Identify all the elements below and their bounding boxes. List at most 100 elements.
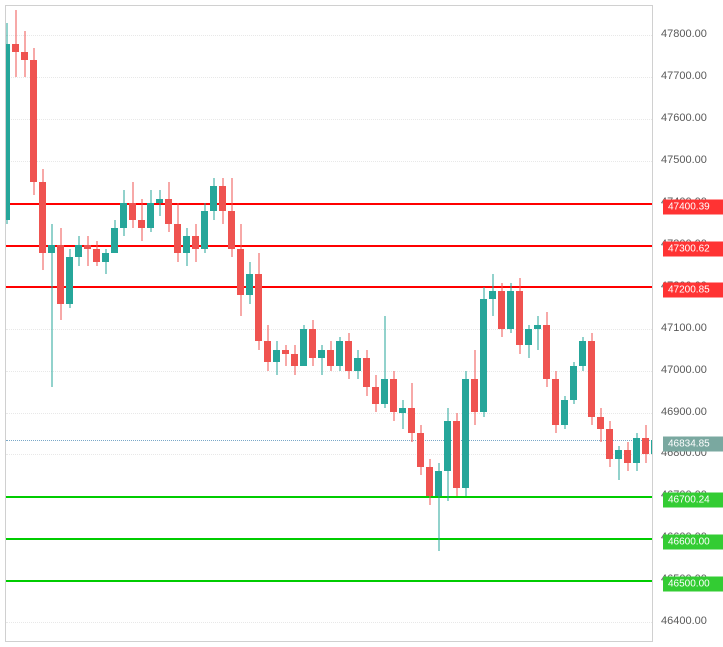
candle-body [219,186,226,211]
y-tick-label: 47600.00 [661,112,707,124]
candle-body [156,199,163,203]
candle-body [39,182,46,253]
horizontal-line [6,538,652,540]
candle-body [138,220,145,228]
candle-body [246,274,253,295]
horizontal-line-label: 46600.00 [663,535,723,550]
candle-body [462,379,469,488]
candle-body [300,329,307,367]
candle-body [309,329,316,358]
candle-body [327,350,334,367]
candle-body [624,450,631,463]
candle-body [570,366,577,400]
candle-body [183,236,190,253]
candle-body [507,291,514,329]
chart-container: 46400.0046500.0046600.0046700.0046800.00… [0,0,723,647]
candle-body [534,325,541,329]
candle-body [120,203,127,228]
candle-body [192,236,199,249]
candle-body [426,467,433,496]
horizontal-line-label: 47300.62 [663,241,723,256]
candle-body [471,379,478,413]
candle-body [363,358,370,387]
gridline [6,35,652,36]
gridline [6,622,652,623]
candle-body [12,44,19,52]
candle-body [642,438,649,455]
gridline [6,119,652,120]
y-axis: 46400.0046500.0046600.0046700.0046800.00… [653,5,723,642]
candle-body [228,211,235,249]
candle-body [237,249,244,295]
candle-body [606,429,613,458]
current-price-line [6,440,652,441]
horizontal-line-label: 47200.85 [663,283,723,298]
y-tick-label: 47000.00 [661,364,707,376]
candle-body [201,211,208,249]
candle-body [291,354,298,367]
y-tick-label: 47100.00 [661,322,707,334]
candle-body [399,408,406,412]
candle-body [615,450,622,458]
candle-body [282,350,289,354]
current-price-label: 46834.85 [663,436,723,451]
candle-body [435,471,442,496]
candle-body [165,199,172,224]
candle-body [588,341,595,416]
candle-body [336,341,343,366]
horizontal-line [6,245,652,247]
candle-body [111,228,118,253]
horizontal-line [6,580,652,582]
gridline [6,77,652,78]
candle-body [318,350,325,358]
gridline [6,329,652,330]
candle-body [444,421,451,471]
candle-body [5,44,10,220]
candle-body [75,245,82,258]
candle-body [552,379,559,425]
candle-body [516,291,523,345]
y-tick-label: 47700.00 [661,70,707,82]
candle-body [408,408,415,433]
candle-body [633,438,640,463]
candle-body [480,299,487,412]
gridline [6,161,652,162]
y-tick-label: 47800.00 [661,28,707,40]
candle-body [543,325,550,379]
horizontal-line [6,203,652,205]
gridline [6,454,652,455]
horizontal-line-label: 46500.00 [663,577,723,592]
chart-plot-area[interactable] [5,5,653,642]
candle-body [453,421,460,488]
candle-wick [402,400,403,429]
candle-body [579,341,586,366]
candle-body [210,186,217,211]
candle-body [102,253,109,261]
candle-body [174,224,181,253]
candle-body [597,417,604,430]
candle-body [255,274,262,341]
candle-body [93,249,100,262]
candle-body [498,291,505,329]
candle-body [372,387,379,404]
horizontal-line [6,286,652,288]
candle-body [489,291,496,299]
horizontal-line [6,496,652,498]
candle-body [525,329,532,346]
candle-body [48,245,55,253]
candle-body [354,358,361,371]
candle-body [30,60,37,182]
candle-wick [537,316,538,350]
candle-body [129,203,136,220]
candle-wick [285,345,286,366]
candle-body [417,433,424,467]
candle-body [561,400,568,425]
candle-body [66,257,73,303]
y-tick-label: 46400.00 [661,615,707,627]
candle-body [264,341,271,362]
y-tick-label: 46900.00 [661,406,707,418]
candle-wick [159,190,160,215]
horizontal-line-label: 47400.39 [663,199,723,214]
candle-body [84,245,91,249]
candle-body [381,379,388,404]
